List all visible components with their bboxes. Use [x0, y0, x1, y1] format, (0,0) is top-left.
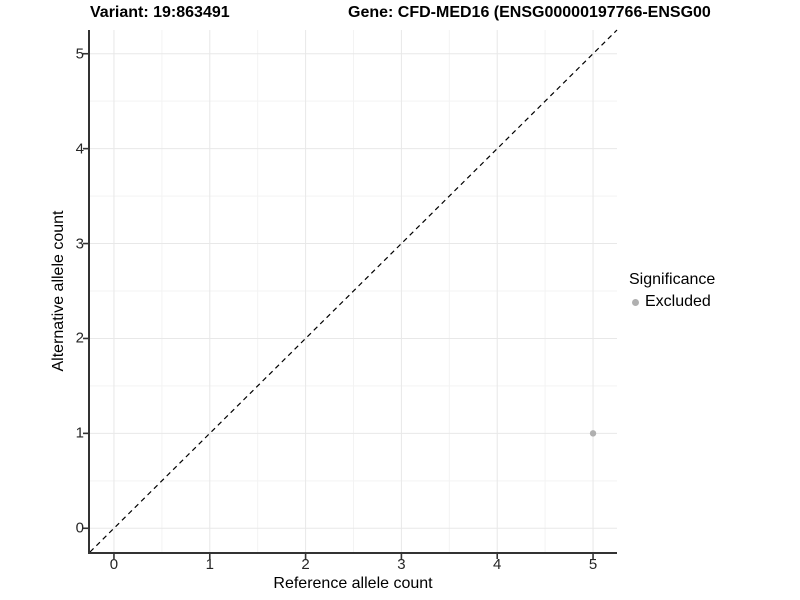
legend-item-label: Excluded	[645, 293, 711, 310]
y-tick-label: 2	[75, 329, 84, 347]
identity-dashed-line	[89, 29, 618, 553]
y-axis-title: Alternative allele count	[50, 210, 67, 372]
x-tick-label: 3	[397, 556, 406, 573]
x-tick-label: 0	[109, 556, 119, 573]
y-tick-label: 1	[75, 424, 84, 442]
x-tick-label: 2	[301, 556, 310, 573]
x-tick-label: 4	[493, 556, 502, 573]
data-point	[589, 430, 597, 437]
legend-title: Significance	[629, 271, 716, 288]
x-tick-label: 5	[588, 556, 598, 573]
plot-title-gene: Gene: CFD-MED16 (ENSG00000197766-ENSG00	[348, 4, 711, 21]
legend-item-excluded: Excluded	[629, 293, 715, 311]
plot-title-variant: Variant: 19:863491	[90, 4, 230, 21]
y-tick-label: 3	[75, 235, 84, 253]
y-tick-label: 4	[75, 140, 84, 158]
x-tick-label: 1	[205, 556, 214, 573]
legend: Significance Excluded	[629, 271, 715, 311]
y-tick-label: 5	[75, 45, 84, 63]
y-tick-label: 0	[75, 519, 84, 537]
legend-point-icon	[632, 298, 639, 306]
x-axis-title: Reference allele count	[273, 575, 433, 592]
